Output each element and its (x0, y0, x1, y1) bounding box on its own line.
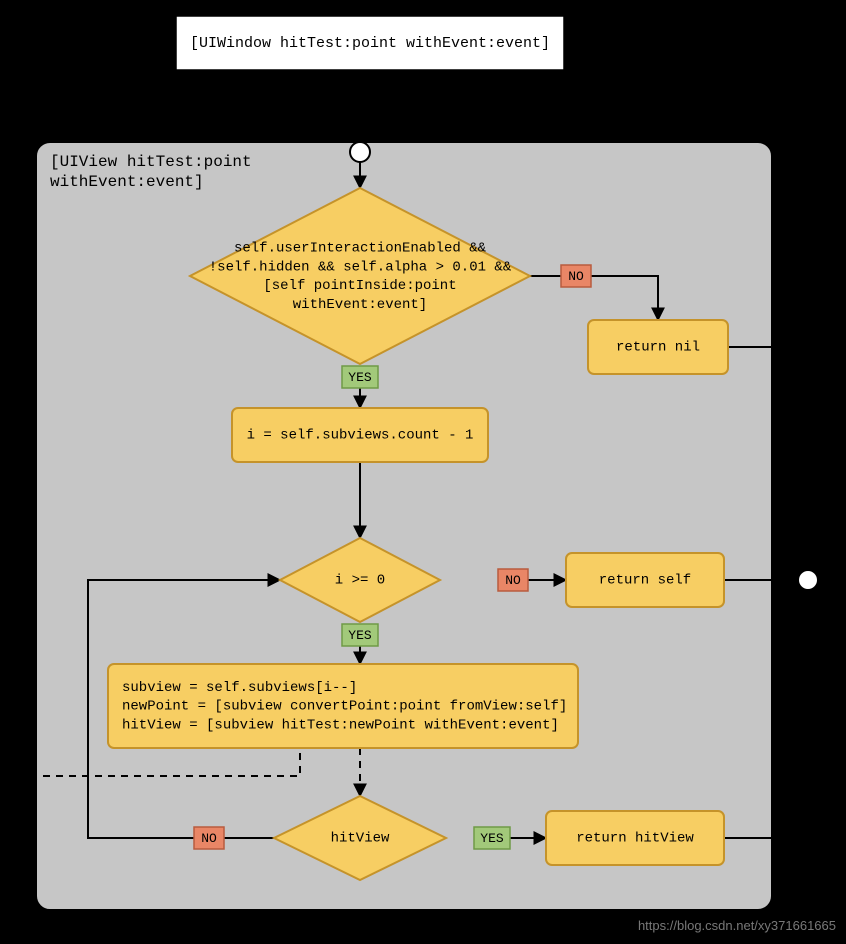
label-text-yes_i: YES (348, 628, 372, 643)
svg-text:return hitView: return hitView (576, 831, 694, 847)
exit-circle (798, 570, 818, 590)
svg-text:self.userInteractionEnabled &&: self.userInteractionEnabled && (234, 240, 487, 256)
node-return_hitview: return hitView (546, 811, 724, 865)
uiview-container-label-2: withEvent:event] (50, 173, 204, 191)
entry-circle (350, 142, 370, 162)
watermark-text: https://blog.csdn.net/xy371661665 (638, 918, 836, 933)
node-return_self: return self (566, 553, 724, 607)
label-text-yes1: YES (348, 370, 372, 385)
svg-text:i >= 0: i >= 0 (335, 573, 385, 589)
svg-text:!self.hidden && self.alpha > 0: !self.hidden && self.alpha > 0.01 && (209, 259, 512, 275)
label-text-no_hit: NO (201, 831, 217, 846)
node-return_nil: return nil (588, 320, 728, 374)
title-text: [UIWindow hitTest:point withEvent:event] (190, 35, 550, 52)
label-text-no1: NO (568, 269, 584, 284)
svg-text:return nil: return nil (616, 340, 700, 356)
svg-text:hitView: hitView (331, 831, 390, 847)
svg-text:subview = self.subviews[i--]: subview = self.subviews[i--] (122, 680, 357, 696)
svg-text:newPoint = [subview convertPoi: newPoint = [subview convertPoint:point f… (122, 699, 567, 715)
label-text-no_i: NO (505, 573, 521, 588)
svg-text:[self pointInside:point: [self pointInside:point (263, 278, 456, 294)
svg-text:hitView = [subview hitTest:new: hitView = [subview hitTest:newPoint with… (122, 718, 559, 734)
svg-text:i = self.subviews.count - 1: i = self.subviews.count - 1 (247, 428, 474, 444)
node-proc_init: i = self.subviews.count - 1 (232, 408, 488, 462)
uiview-container-label: [UIView hitTest:point (50, 153, 252, 171)
label-text-yes_hit: YES (480, 831, 504, 846)
node-proc_loop: subview = self.subviews[i--] newPoint = [… (108, 664, 578, 748)
svg-text:withEvent:event]: withEvent:event] (293, 297, 427, 313)
svg-text:return self: return self (599, 573, 691, 589)
